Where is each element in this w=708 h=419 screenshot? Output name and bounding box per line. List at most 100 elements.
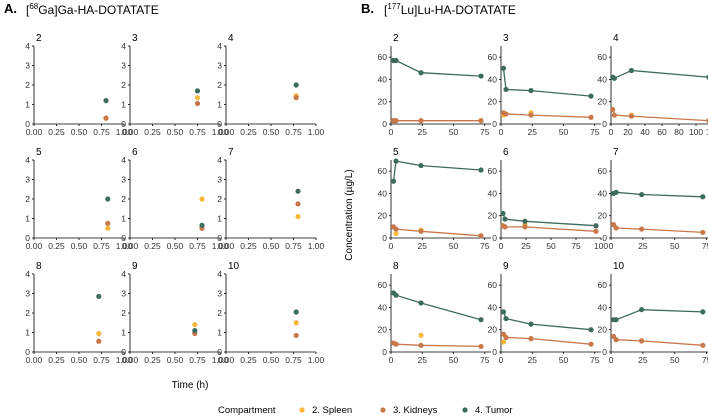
point-kidneys (528, 112, 534, 118)
line-tumor (502, 68, 592, 97)
y-tick-label: 3 (121, 289, 126, 299)
y-tick-label: 0 (217, 347, 222, 357)
y-tick-label: 3 (25, 61, 30, 71)
y-tick-label: 60 (598, 280, 608, 290)
point-kidneys (700, 229, 706, 236)
facet-label: 3 (132, 33, 138, 44)
facet-label: 10 (228, 261, 240, 272)
point-tumor (528, 87, 534, 94)
x-tick-label: 0.25 (48, 127, 65, 137)
y-tick-label: 3 (121, 175, 126, 185)
y-tick-label: 40 (488, 74, 498, 84)
y-tick-label: 60 (598, 52, 608, 62)
line-kidneys (393, 226, 482, 237)
line-tumor (393, 292, 482, 321)
point-kidneys (613, 337, 619, 343)
point-spleen (96, 330, 102, 337)
x-tick-label: 0.75 (285, 355, 302, 365)
y-tick-label: 0 (382, 119, 387, 129)
line-tumor (393, 59, 482, 77)
y-tick-label: 60 (488, 280, 498, 290)
y-tick-label: 0 (217, 233, 222, 243)
point-kidneys (103, 115, 109, 121)
point-kidneys (105, 220, 111, 226)
facet-label: 3 (503, 33, 509, 44)
facet-a-6: 6 0 1 2 3 4 0.00 0.25 0.50 0.75 1.00 (121, 147, 228, 251)
x-tick-label: 60 (657, 127, 667, 137)
y-tick-label: 0 (121, 233, 126, 243)
x-tick-label: 0.75 (93, 355, 110, 365)
legend-marker-tumor (462, 407, 468, 413)
point-kidneys (194, 100, 201, 107)
point-spleen (192, 322, 198, 328)
y-tick-label: 60 (378, 52, 388, 62)
y-tick-label: 0 (217, 119, 222, 129)
point-kidneys (393, 118, 399, 124)
point-kidneys (418, 118, 424, 124)
point-spleen (295, 213, 301, 220)
panel-a-title: [68Ga]Ga-HA-DOTATATE (26, 2, 159, 17)
y-tick-label: 20 (488, 211, 498, 221)
x-tick-label: 0.00 (26, 355, 43, 365)
panel-b-title-sup: 177 (387, 2, 401, 11)
y-tick-label: 40 (378, 302, 388, 312)
legend-marker-spleen (299, 407, 305, 413)
y-tick-label: 1 (217, 214, 222, 224)
y-tick-label: 60 (378, 280, 388, 290)
x-tick-label: 0.00 (122, 355, 139, 365)
point-kidneys (522, 224, 528, 230)
facet-b-8: 8 0 20 40 60 0 25 50 75 (378, 261, 491, 365)
point-kidneys (393, 226, 399, 232)
y-tick-label: 20 (378, 97, 388, 107)
panel-a-title-prefix: [ (26, 3, 30, 17)
point-tumor (528, 321, 534, 327)
point-spleen (293, 320, 299, 326)
point-kidneys (593, 228, 599, 234)
facet-label: 6 (132, 147, 138, 158)
point-tumor (478, 73, 484, 79)
facet-label: 2 (393, 33, 399, 44)
point-tumor (418, 70, 424, 76)
y-tick-label: 0 (25, 119, 30, 129)
y-tick-label: 1 (217, 328, 222, 338)
point-tumor (105, 196, 111, 202)
x-tick-label: 0.25 (144, 241, 161, 251)
x-tick-label: 0.75 (93, 127, 110, 137)
point-tumor (393, 158, 399, 164)
y-tick-label: 0 (602, 119, 607, 129)
x-tick-label: 0 (499, 127, 504, 137)
point-spleen (194, 95, 201, 101)
line-tumor (612, 69, 708, 80)
y-tick-label: 20 (378, 325, 388, 335)
y-tick-label: 4 (121, 155, 126, 165)
x-tick-label: 50 (670, 241, 680, 251)
point-tumor (293, 309, 299, 315)
facet-label: 4 (228, 33, 234, 44)
y-tick-label: 0 (121, 347, 126, 357)
x-tick-label: 50 (670, 355, 680, 365)
point-kidneys (418, 342, 424, 348)
y-tick-label: 40 (598, 74, 608, 84)
x-tick-label: 0.75 (189, 127, 206, 137)
point-tumor (103, 98, 109, 104)
x-tick-label: 75 (590, 127, 600, 137)
point-kidneys (295, 201, 301, 207)
x-tick-label: 0.50 (71, 241, 88, 251)
facet-a-9: 9 0 1 2 3 4 0.00 0.25 0.50 0.75 1.00 (121, 261, 228, 365)
y-tick-label: 3 (217, 175, 222, 185)
point-tumor (96, 293, 102, 300)
legend-label-spleen: 2. Spleen (312, 405, 352, 416)
point-tumor (390, 178, 397, 184)
facet-a-5: 5 0 1 2 3 4 0.00 0.25 0.50 0.75 1.00 (25, 147, 132, 251)
y-tick-label: 1 (25, 100, 30, 110)
point-tumor (199, 222, 205, 228)
x-tick-label: 0.50 (263, 241, 280, 251)
y-tick-label: 20 (488, 325, 498, 335)
x-tick-label: 0.25 (240, 355, 257, 365)
point-kidneys (293, 332, 299, 339)
point-tumor (502, 216, 508, 222)
x-tick-label: 40 (640, 127, 650, 137)
y-tick-label: 2 (217, 308, 222, 318)
point-kidneys (393, 341, 399, 347)
